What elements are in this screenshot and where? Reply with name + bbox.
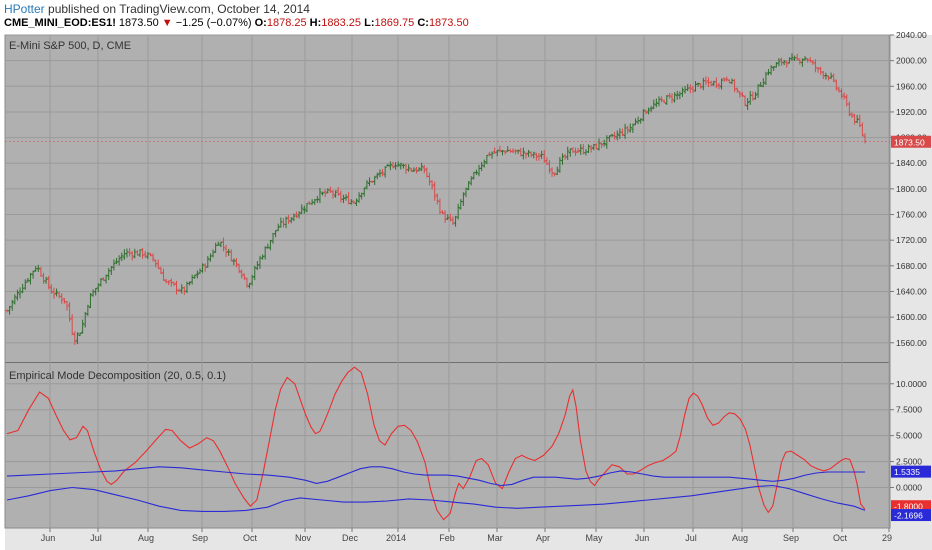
indicator-value-label: -1.8000 xyxy=(894,502,923,512)
publish-line: HPotter published on TradingView.com, Oc… xyxy=(4,2,310,16)
time-tick-label: Nov xyxy=(295,533,312,543)
price-plot-background xyxy=(5,35,890,362)
time-axis-background xyxy=(5,528,932,550)
open-value: 1878.25 xyxy=(266,17,307,29)
price-tick-label: 1960.00 xyxy=(896,81,927,91)
time-tick-label: Apr xyxy=(536,533,550,543)
close-label: C: xyxy=(417,17,429,29)
time-tick-label: Feb xyxy=(439,533,455,543)
author-link[interactable]: HPotter xyxy=(4,2,45,16)
price-axis-background xyxy=(890,35,932,528)
indicator-tick-label: 0.0000 xyxy=(896,483,922,493)
price-tick-label: 1840.00 xyxy=(896,158,927,168)
price-tick-label: 2040.00 xyxy=(896,30,927,40)
time-tick-label: Jun xyxy=(41,533,56,543)
indicator-tick-label: 10.0000 xyxy=(896,379,927,389)
quote-line: CME_MINI_EOD:ES1! 1873.50 ▼ −1.25 (−0.07… xyxy=(4,17,469,29)
price-tick-label: 1560.00 xyxy=(896,338,927,348)
price-tick-label: 1920.00 xyxy=(896,107,927,117)
indicator-value-badge xyxy=(891,509,931,522)
indicator-tick-label: 2.5000 xyxy=(896,457,922,467)
indicator-value-badge xyxy=(891,500,931,513)
price-tick-label: 2000.00 xyxy=(896,56,927,66)
price-bars xyxy=(5,53,867,345)
indicator-value-badge xyxy=(891,465,931,478)
time-tick-label: May xyxy=(585,533,603,543)
indicator-series-upper xyxy=(6,466,865,487)
last-price-badge xyxy=(891,135,931,148)
last-price-label: 1873.50 xyxy=(894,137,925,147)
price-tick-label: 1640.00 xyxy=(896,286,927,296)
axis-labels: Jun Jul Aug Sep Oct Nov Dec 2014 Feb Mar Apr May Jun… xyxy=(5,30,931,543)
price-chart-title: E-Mini S&P 500, D, CME xyxy=(9,40,131,52)
emd-lines xyxy=(6,366,866,521)
symbol-label: CME_MINI_EOD:ES1! xyxy=(4,17,116,29)
indicator-value-label: 1.5335 xyxy=(894,467,920,477)
time-tick-label: 2014 xyxy=(386,533,406,543)
publish-text: published on TradingView.com, October 14… xyxy=(44,2,310,16)
time-tick-label: Dec xyxy=(342,533,359,543)
indicator-title: Empirical Mode Decomposition (20, 0.5, 0… xyxy=(9,370,226,382)
close-value: 1873.50 xyxy=(428,17,469,29)
time-tick-label: Oct xyxy=(833,533,848,543)
low-value: 1869.75 xyxy=(374,17,415,29)
price-tick-label: 1680.00 xyxy=(896,261,927,271)
indicator-series-emd xyxy=(6,366,866,521)
indicator-tick-label: 5.0000 xyxy=(896,431,922,441)
time-tick-label: Sep xyxy=(192,533,208,543)
price-tick-label: 1720.00 xyxy=(896,235,927,245)
chart-header: HPotter published on TradingView.com, Oc… xyxy=(0,0,932,34)
open-label: O: xyxy=(254,17,267,29)
price-tick-label: 1800.00 xyxy=(896,184,927,194)
time-tick-label: Sep xyxy=(783,533,799,543)
time-tick-label: Jul xyxy=(685,533,697,543)
high-value: 1883.25 xyxy=(321,17,362,29)
low-label: L: xyxy=(364,17,375,29)
time-tick-label: Jul xyxy=(90,533,102,543)
time-tick-label: Aug xyxy=(732,533,748,543)
high-label: H: xyxy=(309,17,322,29)
change-text: −1.25 (−0.07%) xyxy=(175,17,252,29)
indicator-value-label: -2.1696 xyxy=(894,511,923,521)
time-tick-label: Aug xyxy=(138,533,154,543)
indicator-plot-background xyxy=(5,363,890,528)
down-arrow-icon: ▼ xyxy=(161,17,173,29)
price-tick-label: 1600.00 xyxy=(896,312,927,322)
time-tick-label: Oct xyxy=(243,533,258,543)
indicator-series-lower xyxy=(6,484,866,512)
time-tick-label: 29 xyxy=(882,533,892,543)
time-tick-label: Mar xyxy=(487,533,503,543)
indicator-tick-label: 7.5000 xyxy=(896,405,922,415)
time-tick-label: Jun xyxy=(635,533,650,543)
last-price: 1873.50 xyxy=(118,17,159,29)
price-tick-label: 1760.00 xyxy=(896,210,927,220)
